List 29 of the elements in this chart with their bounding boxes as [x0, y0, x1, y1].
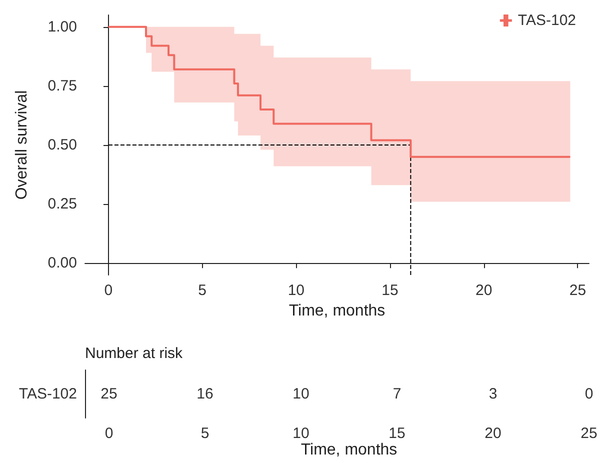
data-label: 7	[392, 386, 402, 402]
x-tick-label: 15	[382, 282, 398, 299]
x-tick-label: 15	[388, 425, 406, 442]
y-tick-label: 0.75	[48, 77, 77, 94]
y-tick-label: 0.00	[48, 254, 77, 272]
y-tick-label: 0.25	[48, 196, 77, 213]
y-tick-label: TAS-102	[18, 386, 77, 402]
x-tick-label: 20	[476, 282, 492, 299]
x-tick-label: 0	[104, 282, 113, 299]
y-tick-label: 1.00	[48, 18, 77, 36]
x-tick-label: 25	[569, 282, 586, 299]
y-tick-label: 0.50	[48, 136, 77, 154]
x-tick-label: 5	[198, 282, 206, 299]
x-tick-label: 10	[292, 425, 310, 442]
x-axis-title: Time, months	[288, 302, 386, 320]
legend-label: TAS-102	[518, 12, 576, 29]
x-tick-label: 20	[484, 425, 502, 442]
chart-title: Number at risk	[85, 345, 184, 362]
y-axis-title: Overall survival	[14, 90, 30, 200]
x-axis-title: Time, months	[300, 442, 398, 458]
data-label: 25	[100, 386, 118, 402]
x-tick-label: 25	[580, 425, 598, 442]
data-label: 3	[488, 386, 498, 402]
x-tick-label: 0	[104, 425, 114, 442]
data-label: 16	[196, 386, 214, 402]
x-tick-label: 5	[200, 425, 210, 442]
data-label: 10	[292, 386, 310, 402]
x-tick-label: 10	[288, 282, 305, 299]
data-label: 0	[584, 386, 594, 402]
